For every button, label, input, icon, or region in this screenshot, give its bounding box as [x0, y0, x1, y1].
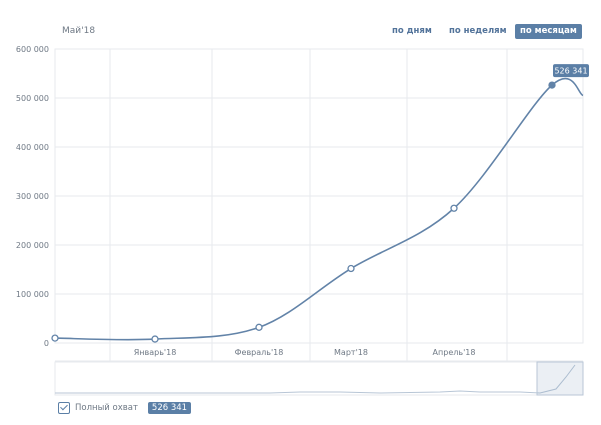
legend-value-badge: 526 341 [147, 402, 192, 414]
legend-label: Полный охват [75, 403, 138, 413]
y-tick-label: 100 000 [16, 290, 49, 299]
x-tick-label: Март'18 [334, 348, 368, 357]
y-tick-label: 300 000 [16, 192, 49, 201]
y-tick-label: 600 000 [16, 45, 49, 54]
legend: Полный охват 526 341 [58, 401, 192, 415]
y-tick-label: 0 [44, 339, 49, 348]
x-tick-label: Апрель'18 [433, 348, 476, 357]
navigator-selection [536, 361, 584, 396]
data-point [151, 335, 159, 343]
tooltip-box [553, 64, 589, 78]
data-point [51, 334, 59, 342]
period-label: Май'18 [62, 26, 96, 36]
y-tick-label: 400 000 [16, 143, 49, 152]
x-tick-label: Январь'18 [134, 348, 177, 357]
navigator-line [55, 364, 576, 394]
data-point [347, 264, 355, 273]
full-reach-checkbox[interactable] [58, 402, 70, 414]
data-point [255, 323, 263, 331]
data-point [548, 81, 556, 89]
y-tick-label: 200 000 [16, 241, 49, 250]
tooltip-value: 526 341 [554, 67, 587, 76]
y-tick-label: 500 000 [16, 94, 49, 103]
by-months-button[interactable]: по месяцам [515, 24, 582, 39]
series-line-full-reach [54, 77, 584, 341]
by-weeks-button[interactable]: по неделям [449, 26, 507, 36]
navigator-frame [54, 361, 584, 396]
x-tick-label: Февраль'18 [235, 348, 284, 357]
data-point [450, 204, 458, 212]
by-days-button[interactable]: по дням [392, 26, 432, 36]
